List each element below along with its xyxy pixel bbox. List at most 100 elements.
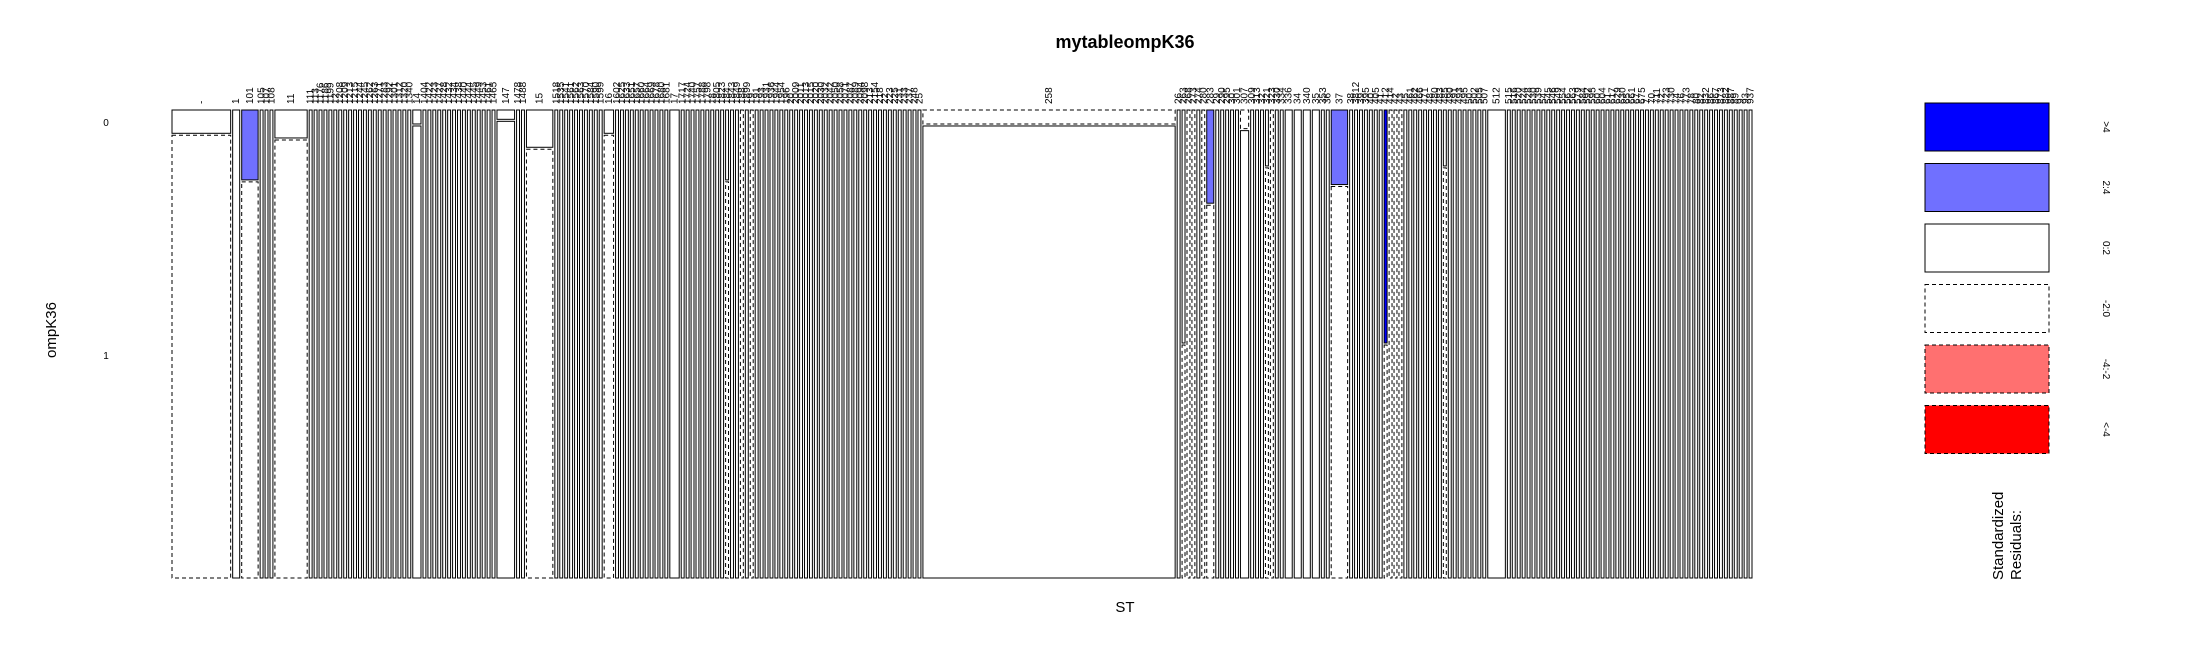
column-label-334: 334 [1277,87,1288,104]
y-axis-label: ompK36 [43,302,60,358]
tile-268-row1 [1186,109,1191,579]
column-label-184: 184 [722,87,733,104]
tile-545-row1 [1546,109,1551,579]
column-label-274: 274 [1193,87,1204,104]
tile-1651-row1 [629,109,634,579]
column-label-629: 629 [1612,87,1623,104]
tile-730-row1 [1669,109,1674,579]
column-label-1199: 1199 [325,82,336,104]
column-label-309: 309 [1247,87,1258,104]
tile-1422-row1 [427,109,432,579]
tile-105-row1 [259,109,264,579]
tile-258-row1 [922,125,1176,579]
column-label-26: 26 [1174,92,1185,104]
column-label-78: 78 [1686,92,1697,104]
column-label-502: 502 [1469,87,1480,104]
tile-1954-row1 [779,109,784,579]
tile-184-row1 [725,181,730,579]
row-label-1: 1 [103,351,109,362]
tile-1849-row1 [734,109,739,579]
tile-40-row1 [1368,109,1373,579]
column-label-730: 730 [1667,87,1678,104]
column-label-65: 65 [1622,92,1633,104]
column-label-617: 617 [1607,87,1618,104]
tile-1757-row1 [695,109,700,579]
column-label-505: 505 [1474,87,1485,104]
column-label-1562: 1562 [571,81,582,104]
column-label-1449: 1449 [474,81,485,104]
column-label-1320: 1320 [399,81,410,104]
tile-675-row1 [1640,109,1644,579]
tile-1283-row1 [382,109,387,579]
column-label-2020: 2020 [811,81,822,104]
column-label-1570: 1570 [581,81,592,104]
column-label-2071: 2071 [840,81,851,104]
tile-273-row1 [1191,109,1196,579]
tile-515-row1 [1506,109,1511,579]
tile-32-row1 [1260,109,1264,579]
column-label-1271: 1271 [375,81,386,104]
tile-1805-row1 [715,109,720,579]
tile-1209-row1 [343,109,348,579]
tile-2154-row1 [873,109,878,579]
tile-2013-row1 [804,109,808,579]
tile-480-row1 [1432,109,1437,579]
column-label-25: 25 [914,92,925,104]
tile-1404-row1 [422,109,427,579]
tile-1899-row1 [744,109,749,579]
tile-495-row1 [1462,109,1467,579]
tile-2032-row1 [823,109,828,579]
tile-1680-row1 [659,109,664,579]
column-label-2154: 2154 [870,81,881,104]
tile-617-row1 [1610,109,1615,579]
tile-1590-row1 [593,109,598,579]
column-label-1843: 1843 [727,81,738,104]
tile-321-row0 [1264,109,1269,167]
tile-60-row1 [1595,109,1600,579]
tile-20-row1 [789,109,794,579]
tile-629-row1 [1615,109,1620,579]
tile-505-row1 [1477,109,1482,579]
tile-336-row1 [1284,109,1293,579]
column-label-1176: 1176 [316,82,327,104]
tile-147-row0 [496,109,516,120]
tile-17-row1 [669,109,680,579]
column-label-1563: 1563 [576,81,587,104]
column-label-412: 412 [1381,87,1392,104]
column-label-2009: 2009 [791,81,802,104]
tile-14-row1 [412,125,422,579]
tile-1271-row1 [377,109,382,579]
tile-237-row1 [907,109,912,579]
tile-93-row1 [1743,109,1748,579]
column-label-563: 563 [1568,87,1579,104]
column-label-1301: 1301 [390,81,401,104]
tile-25-row1 [917,109,922,579]
column-label-61: 61 [1602,92,1613,104]
tile-2071-row1 [843,109,848,579]
tile-516-row1 [1511,109,1516,579]
column-label-1518: 1518 [551,81,562,104]
column-label-72: 72 [1657,92,1668,104]
tile-1449-row1 [476,109,481,579]
tile-340-row1 [1302,109,1311,579]
column-label-882: 882 [1721,87,1732,104]
column-label-471: 471 [1420,87,1431,104]
tile-283-row0 [1206,109,1215,204]
tile-1445-row1 [471,109,476,579]
tile-491-row1 [1452,109,1457,579]
column-label-50: 50 [1464,92,1475,104]
column-label-491: 491 [1450,87,1461,104]
tile-22-row1 [882,109,887,579]
tile-1561-row1 [569,109,574,579]
column-label-2015: 2015 [806,81,817,104]
tile-1563-row1 [579,109,583,579]
column-label-466: 466 [1415,87,1426,104]
tile-2030-row1 [818,109,823,579]
legend-swatch-3 [1924,284,2050,333]
tile-1186-row1 [323,109,328,579]
tile-72-row1 [1659,109,1664,579]
column-label-1453: 1453 [479,81,490,104]
tile-14-row0 [412,109,422,125]
tile-539-row1 [1536,109,1541,579]
